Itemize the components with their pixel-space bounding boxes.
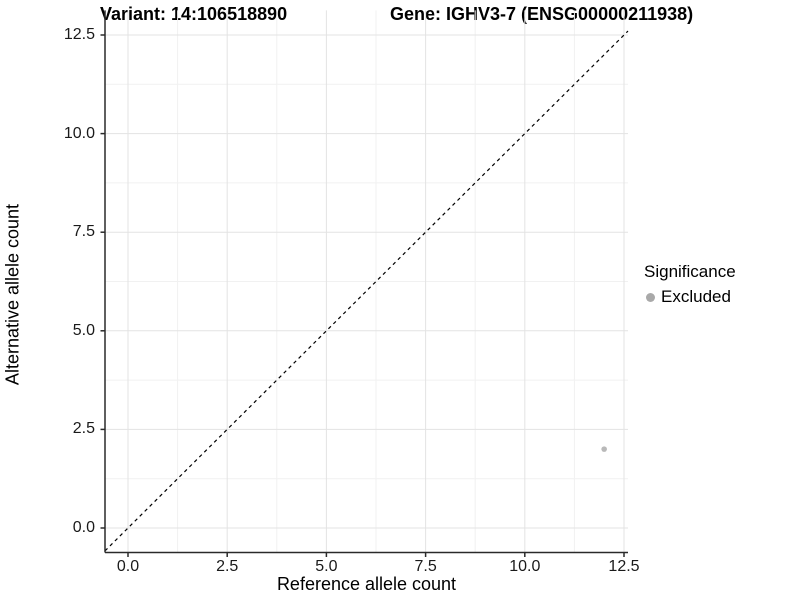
y-tick-label: 12.5 (63, 26, 95, 43)
x-axis-title: Reference allele count (276, 574, 457, 594)
data-point (601, 446, 607, 452)
legend-item-label: Excluded (661, 287, 731, 306)
plot-title-gene: Gene: IGHV3-7 (ENSG00000211938) (390, 4, 694, 24)
x-tick-label: 12.5 (608, 558, 640, 575)
y-axis-title: Alternative allele count (2, 203, 23, 386)
legend-title: Significance (644, 262, 736, 281)
y-tick-label: 7.5 (72, 223, 95, 241)
plot-title-variant: Variant: 14:106518890 (100, 4, 288, 24)
x-tick-label: 10.0 (509, 558, 541, 575)
x-tick-label: 7.5 (414, 558, 437, 575)
x-tick-label: 5.0 (315, 558, 338, 575)
y-tick-label: 0.0 (72, 519, 95, 536)
y-tick-label: 5.0 (72, 321, 95, 339)
y-tick-label: 10.0 (63, 124, 95, 142)
x-tick-label: 2.5 (216, 558, 239, 575)
x-tick-label: 0.0 (116, 558, 140, 575)
legend-item-excluded: Excluded (644, 287, 796, 307)
identity-reference-line (104, 30, 629, 552)
legend-key-point-icon (646, 292, 655, 302)
y-tick-label: 2.5 (72, 420, 95, 438)
legend: Significance Excluded (644, 262, 796, 307)
